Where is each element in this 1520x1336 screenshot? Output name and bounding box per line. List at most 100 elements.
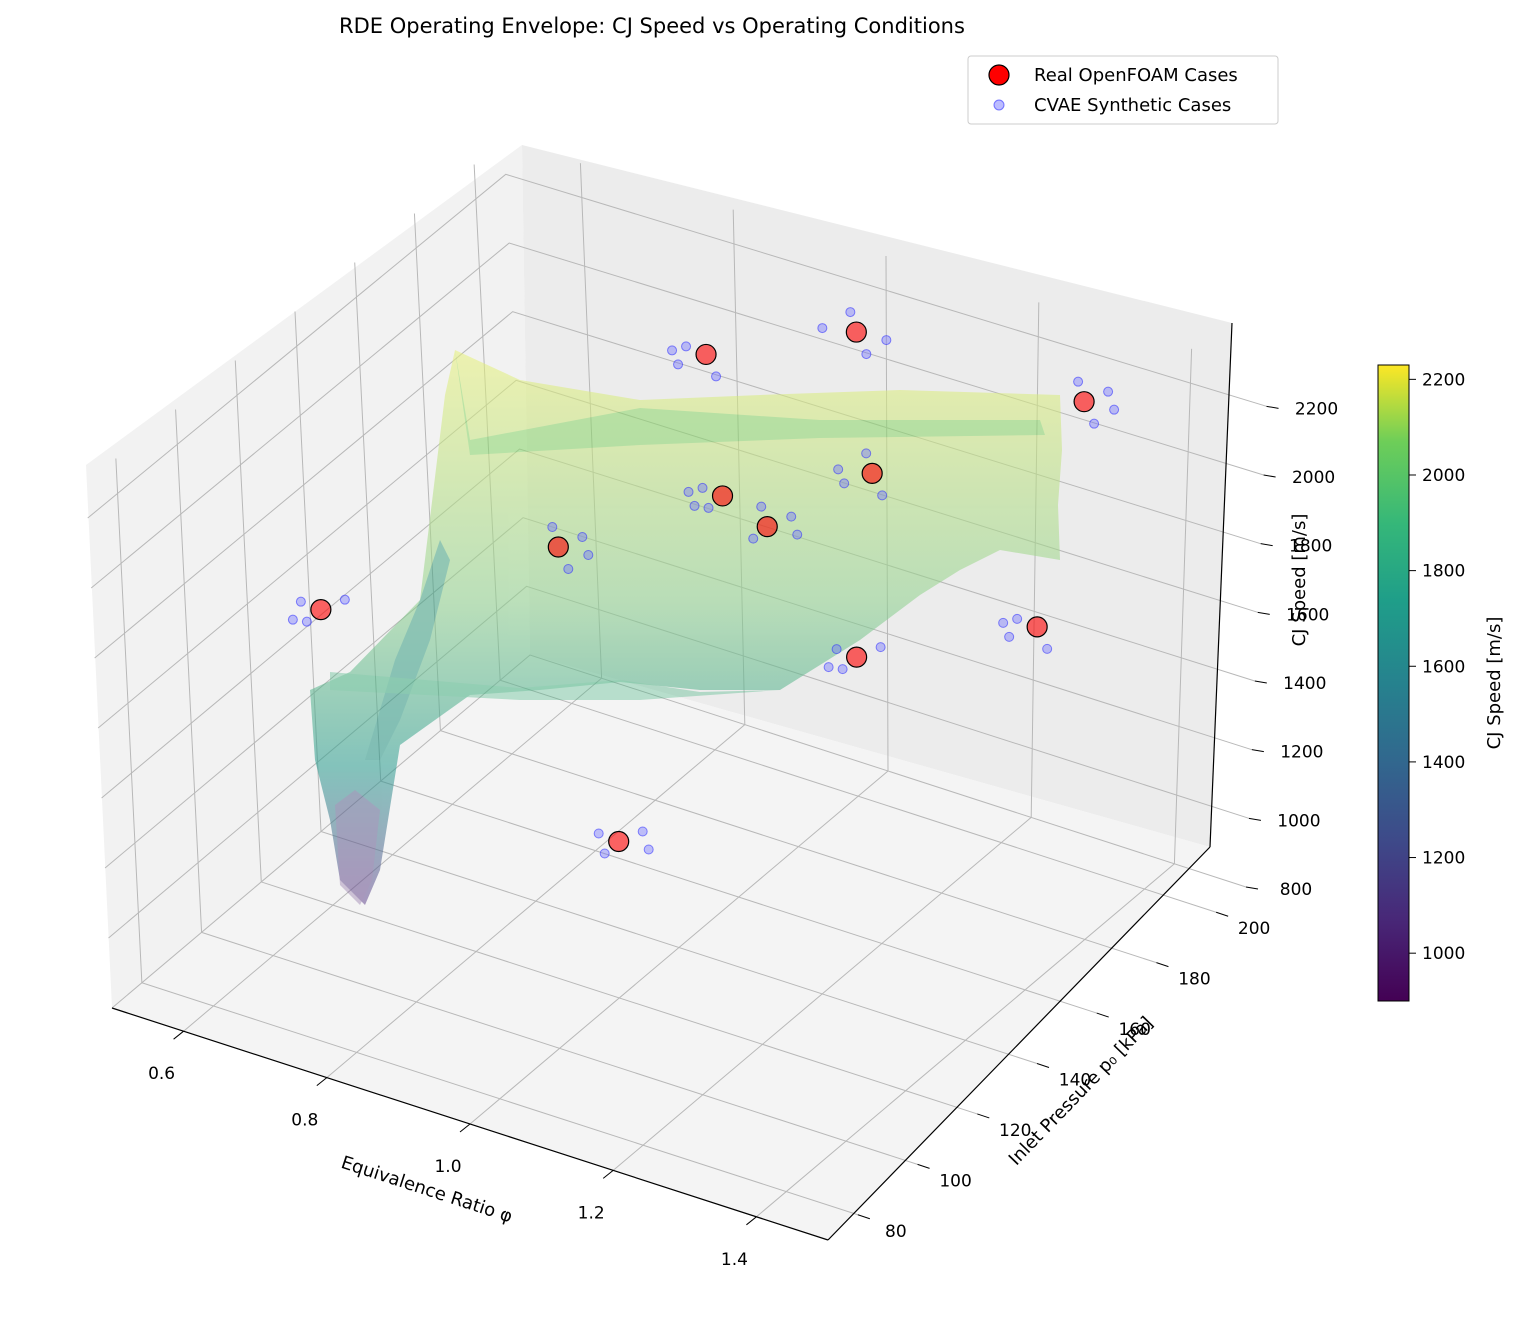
synthetic-point (667, 345, 678, 356)
synthetic-point (877, 490, 888, 501)
colorbar-tick-label: 1000 (1422, 944, 1465, 964)
response-surface (310, 350, 1062, 905)
synthetic-point (287, 614, 298, 625)
surface-band (330, 672, 780, 700)
z-grid-line (87, 173, 1267, 519)
y-tick (1156, 962, 1169, 968)
synthetic-point (689, 500, 700, 511)
z-tick-label: 2200 (1295, 399, 1338, 419)
synthetic-point (1042, 643, 1053, 654)
z-tick (1260, 543, 1273, 547)
synthetic-point (1012, 613, 1023, 624)
synthetic-point (861, 349, 872, 360)
surface-main (310, 350, 1062, 905)
synthetic-point (881, 335, 892, 346)
synthetic-point (831, 644, 842, 655)
synthetic-point (683, 486, 694, 497)
z-tick-label: 800 (1280, 880, 1312, 900)
z-tick (1248, 817, 1262, 821)
synthetic-point (845, 307, 856, 318)
y-tick-label: 140 (1059, 1071, 1091, 1091)
z-tick-label: 1600 (1286, 605, 1329, 625)
x-tick (746, 1216, 757, 1226)
synthetic-point (792, 529, 803, 540)
y-tick (917, 1163, 930, 1169)
y-tick (977, 1113, 990, 1119)
axis-ticks: 0.6 0.8 1.0 1.2 1.4 80 100 120 140 160 180 200 800 10… (148, 399, 1338, 1269)
y-tick-label: 180 (1178, 970, 1210, 990)
synthetic-point (748, 533, 759, 544)
real-point (846, 646, 868, 668)
real-point (711, 485, 734, 507)
y-tick-label: 200 (1238, 919, 1270, 939)
synthetic-point (643, 844, 654, 855)
colorbar-tick-label: 1200 (1422, 849, 1465, 869)
colorbar-tick-label: 1600 (1422, 657, 1465, 677)
surface-dip (335, 790, 380, 905)
synthetic-point (295, 596, 306, 607)
x-tick (602, 1170, 614, 1179)
x-tick (173, 1030, 184, 1040)
x-tick-label: 0.6 (148, 1064, 175, 1084)
y-tick (1215, 911, 1229, 917)
x-tick (316, 1077, 328, 1086)
z-tick (1263, 474, 1276, 478)
z-tick-label: 1800 (1289, 537, 1332, 557)
colorbar-tick-label: 1400 (1422, 753, 1465, 773)
synthetic-point (823, 662, 834, 673)
synthetic-point (998, 617, 1009, 628)
x-tick-label: 1.2 (578, 1203, 605, 1223)
synthetic-point (583, 550, 594, 561)
y-tick-label: 160 (1118, 1020, 1150, 1040)
synthetic-point (1004, 631, 1015, 642)
legend-real-label: Real OpenFOAM Cases (1034, 65, 1238, 86)
y-tick-label: 80 (885, 1222, 907, 1242)
synthetic-point (1073, 376, 1084, 387)
z-tick (1254, 680, 1267, 684)
synthetic-point (339, 594, 350, 605)
y-axis-line (827, 846, 1211, 1241)
x-tick (459, 1123, 471, 1133)
synthetic-point (697, 482, 708, 493)
colorbar-tick-label: 2200 (1422, 370, 1465, 390)
real-point (547, 536, 569, 558)
colorbar: 1000 1200 1400 1600 1800 2000 2200 CJ Speed [m… (1377, 364, 1505, 1002)
synthetic-point (681, 341, 692, 352)
y-tick (1096, 1012, 1109, 1018)
synthetic-point (711, 371, 722, 382)
synthetic-point (593, 828, 604, 839)
real-points (310, 321, 1095, 853)
z-tick (1266, 405, 1279, 409)
y-tick-label: 100 (939, 1171, 971, 1191)
legend: Real OpenFOAM Cases CVAE Synthetic Cases (967, 55, 1279, 125)
y-tick (1036, 1063, 1050, 1068)
synthetic-point (637, 826, 648, 837)
y-tick (857, 1214, 871, 1220)
real-point (1026, 616, 1048, 638)
z-tick-label: 1400 (1283, 674, 1326, 694)
synthetic-point (839, 478, 850, 489)
synthetic-point (599, 848, 610, 859)
colorbar-tick-label: 1800 (1422, 562, 1465, 582)
synthetic-points (287, 307, 1120, 859)
chart-title: RDE Operating Envelope: CJ Speed vs Oper… (339, 14, 965, 38)
real-point (695, 343, 717, 366)
synthetic-point (703, 502, 714, 513)
x-tick-label: 0.8 (291, 1111, 318, 1131)
x-tick-label: 1.0 (434, 1157, 461, 1177)
z-tick (1257, 611, 1270, 615)
legend-real-marker (988, 64, 1010, 86)
z-axis-line (1209, 322, 1233, 848)
real-point (310, 599, 332, 621)
synthetic-point (817, 323, 828, 334)
y-axis-label: Inlet Pressure p₀ [kPa] (1005, 1013, 1158, 1170)
synthetic-point (1089, 418, 1100, 429)
synthetic-point (837, 664, 848, 675)
synthetic-point (1103, 386, 1114, 397)
x-axis-label: Equivalence Ratio φ (338, 1152, 515, 1227)
real-point (756, 516, 778, 538)
synthetic-point (786, 511, 797, 522)
z-tick-label: 1200 (1280, 743, 1323, 763)
z-tick (1245, 886, 1259, 890)
